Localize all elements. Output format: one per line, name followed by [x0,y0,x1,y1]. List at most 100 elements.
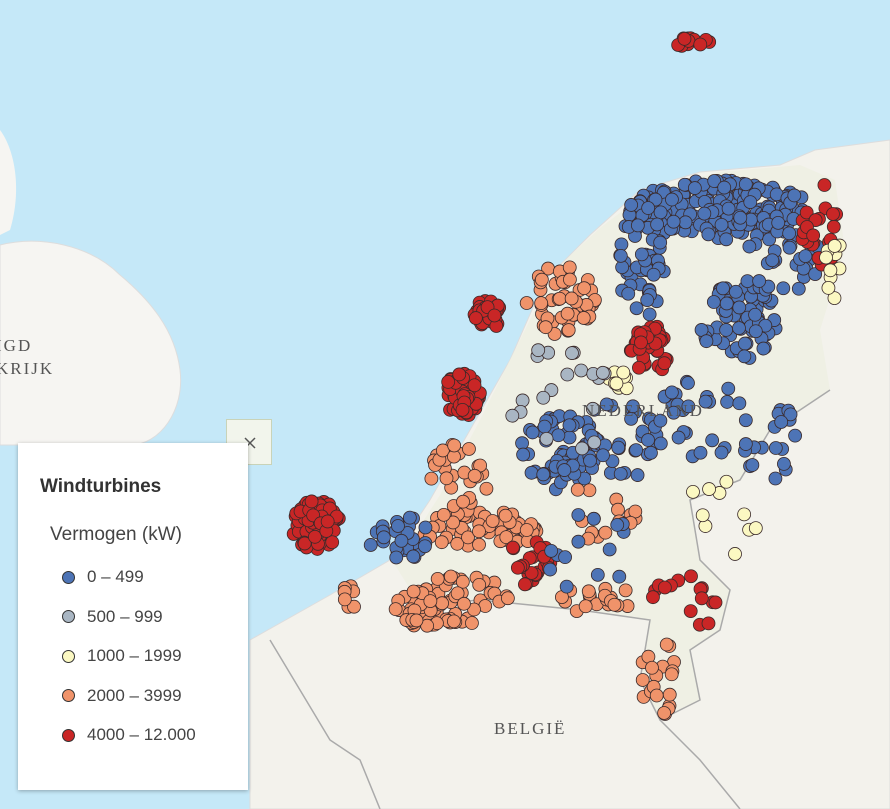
turbine-point[interactable] [621,286,636,301]
turbine-point[interactable] [819,250,833,265]
turbine-point[interactable] [611,502,625,517]
turbine-point[interactable] [774,415,789,429]
turbine-point[interactable] [752,274,767,288]
turbine-point[interactable] [590,567,605,582]
turbine-point[interactable] [705,433,720,448]
turbine-point[interactable] [686,484,700,499]
turbine-point[interactable] [430,571,445,586]
turbine-point[interactable] [456,494,470,509]
turbine-point[interactable] [424,471,439,486]
turbine-point[interactable] [587,435,602,450]
turbine-point[interactable] [745,458,760,472]
turbine-point[interactable] [394,533,409,548]
turbine-point[interactable] [468,311,483,325]
turbine-point[interactable] [363,538,378,552]
turbine-point[interactable] [699,334,714,349]
turbine-point[interactable] [701,227,716,242]
turbine-point[interactable] [304,494,319,509]
turbine-point[interactable] [614,237,629,252]
turbine-point[interactable] [733,210,748,225]
turbine-point[interactable] [347,599,361,614]
turbine-point[interactable] [538,320,553,335]
turbine-point[interactable] [681,399,696,414]
turbine-point[interactable] [450,536,465,551]
turbine-point[interactable] [817,178,832,192]
turbine-point[interactable] [325,535,340,550]
turbine-point[interactable] [666,405,681,420]
turbine-point[interactable] [771,215,786,230]
turbine-point[interactable] [446,614,461,629]
turbine-point[interactable] [695,508,710,523]
turbine-point[interactable] [717,180,732,195]
turbine-point[interactable] [635,673,650,687]
turbine-point[interactable] [714,445,729,460]
turbine-point[interactable] [465,616,479,630]
turbine-point[interactable] [765,253,780,268]
turbine-point[interactable] [641,201,656,215]
turbine-point[interactable] [578,599,593,614]
turbine-point[interactable] [539,431,554,446]
turbine-point[interactable] [629,443,644,458]
turbine-point[interactable] [565,346,579,360]
turbine-point[interactable] [519,296,534,310]
turbine-point[interactable] [534,272,549,287]
turbine-point[interactable] [823,263,838,278]
turbine-point[interactable] [665,192,679,207]
turbine-point[interactable] [732,396,747,411]
turbine-point[interactable] [719,232,734,247]
turbine-point[interactable] [576,311,591,325]
turbine-point[interactable] [308,529,322,544]
turbine-point[interactable] [443,569,458,584]
turbine-point[interactable] [607,597,622,612]
turbine-point[interactable] [618,583,633,598]
turbine-point[interactable] [583,453,597,468]
turbine-point[interactable] [467,378,482,393]
turbine-point[interactable] [714,217,729,232]
turbine-point[interactable] [664,385,679,400]
turbine-point[interactable] [719,296,734,311]
turbine-point[interactable] [649,688,664,703]
turbine-point[interactable] [738,177,753,192]
turbine-point[interactable] [575,441,589,456]
turbine-point[interactable] [418,520,433,535]
turbine-point[interactable] [738,413,753,428]
turbine-point[interactable] [519,523,534,537]
turbine-point[interactable] [624,411,639,426]
turbine-point[interactable] [571,534,586,549]
turbine-point[interactable] [498,508,513,523]
turbine-point[interactable] [719,323,734,337]
turbine-point[interactable] [681,376,695,390]
turbine-point[interactable] [683,604,698,619]
turbine-point[interactable] [732,321,746,335]
turbine-point[interactable] [783,407,798,422]
turbine-point[interactable] [777,456,791,471]
turbine-point[interactable] [543,562,558,577]
turbine-point[interactable] [732,300,747,315]
turbine-point[interactable] [657,580,672,595]
turbine-point[interactable] [653,235,668,250]
turbine-point[interactable] [559,579,574,594]
turbine-point[interactable] [435,596,449,611]
turbine-point[interactable] [650,217,665,232]
turbine-point[interactable] [737,349,752,364]
turbine-point[interactable] [388,602,403,617]
turbine-point[interactable] [562,260,577,275]
turbine-point[interactable] [418,539,432,554]
turbine-point[interactable] [455,402,470,417]
turbine-point[interactable] [659,637,674,652]
turbine-point[interactable] [645,660,659,675]
turbine-point[interactable] [737,507,752,522]
turbine-point[interactable] [743,195,758,210]
turbine-point[interactable] [799,205,814,220]
turbine-point[interactable] [707,174,722,188]
turbine-point[interactable] [499,530,514,545]
turbine-point[interactable] [518,577,532,592]
turbine-point[interactable] [666,214,681,229]
turbine-point[interactable] [756,341,771,356]
turbine-point[interactable] [581,584,596,599]
turbine-point[interactable] [629,301,644,316]
turbine-point[interactable] [406,549,421,564]
turbine-point[interactable] [447,438,462,453]
turbine-point[interactable] [693,445,708,460]
turbine-point[interactable] [716,281,730,296]
